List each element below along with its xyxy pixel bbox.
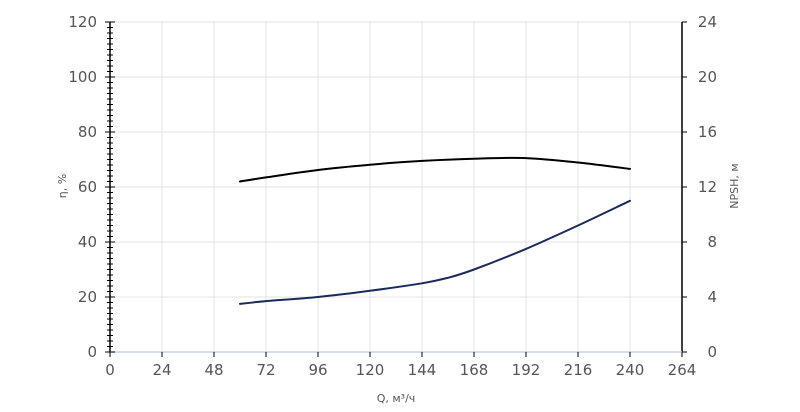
- y-right-tick-label: 12: [698, 178, 717, 196]
- x-tick-label: 48: [204, 361, 223, 379]
- x-tick-label: 96: [308, 361, 327, 379]
- x-tick-label: 216: [564, 361, 593, 379]
- y-left-tick-label: 40: [78, 233, 97, 251]
- x-tick-label: 24: [152, 361, 171, 379]
- y-right-tick-label: 20: [698, 68, 717, 86]
- x-tick-label: 0: [105, 361, 115, 379]
- x-tick-label: 264: [668, 361, 697, 379]
- y-left-tick-label: 100: [68, 68, 97, 86]
- y-right-tick-label: 24: [698, 13, 717, 31]
- y-axis-right-label: NPSH, м: [728, 163, 741, 208]
- y-left-tick-label: 80: [78, 123, 97, 141]
- npsh-curve: [239, 199, 631, 305]
- x-tick-label: 192: [512, 361, 541, 379]
- y-left-tick-label: 120: [68, 13, 97, 31]
- x-tick-label: 168: [460, 361, 489, 379]
- x-tick-label: 72: [256, 361, 275, 379]
- y-right-tick-label: 4: [707, 288, 717, 306]
- grid: [110, 21, 682, 352]
- y-right-tick-label: 0: [707, 343, 717, 361]
- y-right-tick-label: 8: [707, 233, 717, 251]
- y-axis-left-label: η, %: [56, 174, 69, 198]
- x-tick-label: 240: [616, 361, 645, 379]
- series: [239, 156, 631, 305]
- y-right-tick-label: 16: [698, 123, 717, 141]
- tick-labels: 0 24 48 72 96 120 144 168 192 216 240 2640204060801…: [68, 13, 717, 379]
- efficiency-curve: [239, 156, 631, 183]
- x-axis-label: Q, м³/ч: [377, 392, 416, 405]
- axes: [105, 21, 687, 357]
- x-tick-label: 144: [408, 361, 437, 379]
- y-left-tick-label: 60: [78, 178, 97, 196]
- y-left-tick-label: 0: [87, 343, 97, 361]
- y-left-tick-label: 20: [78, 288, 97, 306]
- x-tick-label: 120: [356, 361, 385, 379]
